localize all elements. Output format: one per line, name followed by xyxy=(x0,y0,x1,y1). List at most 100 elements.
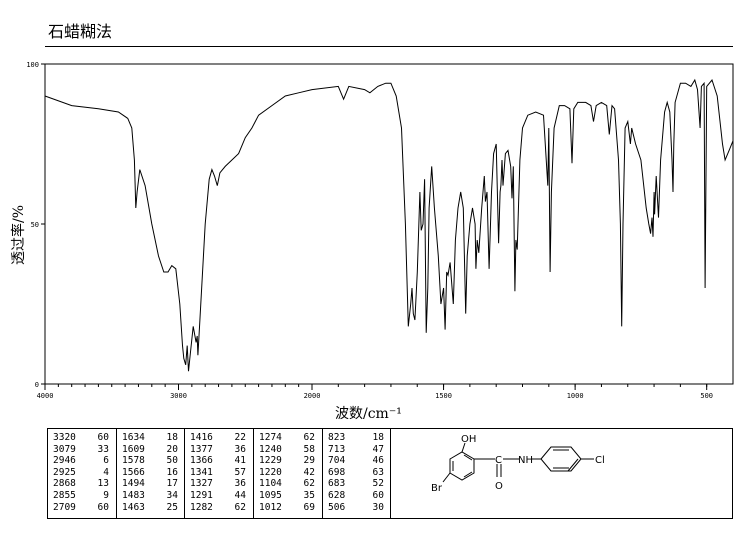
peak-wavenumber: 1291 xyxy=(190,489,213,501)
oh-label: OH xyxy=(461,434,476,445)
peak-wavenumber: 1220 xyxy=(259,466,282,478)
peak-row: 3320 60 xyxy=(53,432,116,444)
peak-row: 628 60 xyxy=(328,490,390,502)
peak-transmittance: 36 xyxy=(234,443,246,455)
peak-row: 1377 36 xyxy=(190,444,253,456)
peak-row: 1566 16 xyxy=(122,467,184,479)
peak-row: 823 18 xyxy=(328,432,390,444)
peak-wavenumber: 1416 xyxy=(190,432,213,443)
spectrum-line xyxy=(44,78,734,372)
peak-row: 1095 35 xyxy=(259,490,322,502)
peak-wavenumber: 1377 xyxy=(190,443,213,455)
peak-row: 1634 18 xyxy=(122,432,184,444)
o-label: O xyxy=(495,481,503,492)
peak-row: 2946 6 xyxy=(53,455,116,467)
peak-wavenumber: 713 xyxy=(328,443,346,455)
peak-transmittance: 62 xyxy=(303,478,315,490)
peak-table-column: 1274 62 1240 58 1229 29 1220 42 1104 62 1095 35 1012… xyxy=(254,429,323,518)
peak-wavenumber: 1609 xyxy=(122,443,145,455)
peak-transmittance: 17 xyxy=(166,478,178,490)
title-divider xyxy=(45,46,733,47)
peak-row: 3079 33 xyxy=(53,444,116,456)
peak-table: OH C NH Cl O Br 3320 60 3079 33 2946 6 2925 4 28… xyxy=(47,428,733,519)
peak-transmittance: 62 xyxy=(303,432,315,443)
ir-spectrum-chart: 4000 3000 2000 1500 1000 500 0 50 100 xyxy=(26,61,734,400)
y-tick-label: 0 xyxy=(35,381,39,389)
peak-transmittance: 52 xyxy=(372,478,384,490)
peak-row: 698 63 xyxy=(328,467,390,479)
peak-transmittance: 69 xyxy=(303,501,315,513)
x-tick-label: 1500 xyxy=(435,392,452,400)
peak-wavenumber: 1282 xyxy=(190,501,213,513)
peak-transmittance: 44 xyxy=(234,489,246,501)
peak-wavenumber: 2925 xyxy=(53,466,76,478)
peak-row: 1463 25 xyxy=(122,502,184,514)
peak-transmittance: 30 xyxy=(372,501,384,513)
peak-transmittance: 42 xyxy=(303,466,315,478)
peak-wavenumber: 1240 xyxy=(259,443,282,455)
peak-row: 1578 50 xyxy=(122,455,184,467)
peak-transmittance: 9 xyxy=(103,489,109,501)
y-tick-label: 50 xyxy=(31,221,39,229)
peak-wavenumber: 1494 xyxy=(122,478,145,490)
peak-wavenumber: 1578 xyxy=(122,455,145,467)
peak-transmittance: 20 xyxy=(166,443,178,455)
peak-row: 1229 29 xyxy=(259,455,322,467)
peak-wavenumber: 1634 xyxy=(122,432,145,443)
peak-wavenumber: 2868 xyxy=(53,478,76,490)
x-axis-label: 波数/cm⁻¹ xyxy=(335,406,402,422)
peak-transmittance: 60 xyxy=(372,489,384,501)
x-tick-label: 1000 xyxy=(567,392,584,400)
peak-transmittance: 18 xyxy=(372,432,384,443)
peak-row: 1240 58 xyxy=(259,444,322,456)
peak-transmittance: 60 xyxy=(97,501,109,513)
peak-row: 506 30 xyxy=(328,502,390,514)
peak-table-column: 823 18 713 47 704 46 698 63 683 52 628 60 506 30 xyxy=(323,429,391,518)
cl-label: Cl xyxy=(595,455,605,466)
peak-transmittance: 62 xyxy=(234,501,246,513)
peak-wavenumber: 704 xyxy=(328,455,346,467)
peak-transmittance: 57 xyxy=(234,466,246,478)
peak-transmittance: 6 xyxy=(103,455,109,467)
peak-transmittance: 47 xyxy=(372,443,384,455)
peak-row: 1220 42 xyxy=(259,467,322,479)
peak-transmittance: 29 xyxy=(303,455,315,467)
peak-transmittance: 41 xyxy=(234,455,246,467)
plot-frame xyxy=(44,63,734,385)
peak-row: 1274 62 xyxy=(259,432,322,444)
peak-wavenumber: 506 xyxy=(328,501,346,513)
page-title: 石蜡糊法 xyxy=(48,22,113,41)
peak-wavenumber: 1483 xyxy=(122,489,145,501)
peak-wavenumber: 683 xyxy=(328,478,346,490)
peak-row: 1609 20 xyxy=(122,444,184,456)
peak-transmittance: 4 xyxy=(103,466,109,478)
x-tick-label: 4000 xyxy=(37,392,54,400)
peak-row: 1012 69 xyxy=(259,502,322,514)
peak-wavenumber: 1566 xyxy=(122,466,145,478)
peak-transmittance: 36 xyxy=(234,478,246,490)
peak-wavenumber: 823 xyxy=(328,432,346,443)
peak-wavenumber: 1366 xyxy=(190,455,213,467)
peak-row: 1291 44 xyxy=(190,490,253,502)
peak-row: 713 47 xyxy=(328,444,390,456)
peak-wavenumber: 628 xyxy=(328,489,346,501)
peak-transmittance: 13 xyxy=(97,478,109,490)
peak-transmittance: 34 xyxy=(166,489,178,501)
peak-wavenumber: 1229 xyxy=(259,455,282,467)
peak-row: 1494 17 xyxy=(122,478,184,490)
peak-wavenumber: 1274 xyxy=(259,432,282,443)
peak-row: 1416 22 xyxy=(190,432,253,444)
x-tick-label: 500 xyxy=(700,392,713,400)
peak-transmittance: 22 xyxy=(234,432,246,443)
peak-wavenumber: 1341 xyxy=(190,466,213,478)
peak-transmittance: 16 xyxy=(166,466,178,478)
peak-row: 2855 9 xyxy=(53,490,116,502)
peak-wavenumber: 1095 xyxy=(259,489,282,501)
peak-wavenumber: 2709 xyxy=(53,501,76,513)
peak-transmittance: 50 xyxy=(166,455,178,467)
carbonyl-c-label: C xyxy=(495,455,502,466)
br-label: Br xyxy=(431,483,443,494)
x-tick-label: 2000 xyxy=(304,392,321,400)
y-axis-label: 透过率/% xyxy=(11,204,27,266)
peak-row: 2925 4 xyxy=(53,467,116,479)
